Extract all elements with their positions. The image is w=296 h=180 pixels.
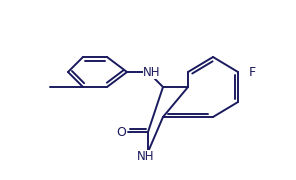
- Text: NH: NH: [143, 66, 161, 78]
- Text: NH: NH: [137, 150, 155, 163]
- Text: F: F: [248, 66, 255, 78]
- Text: O: O: [116, 125, 126, 138]
